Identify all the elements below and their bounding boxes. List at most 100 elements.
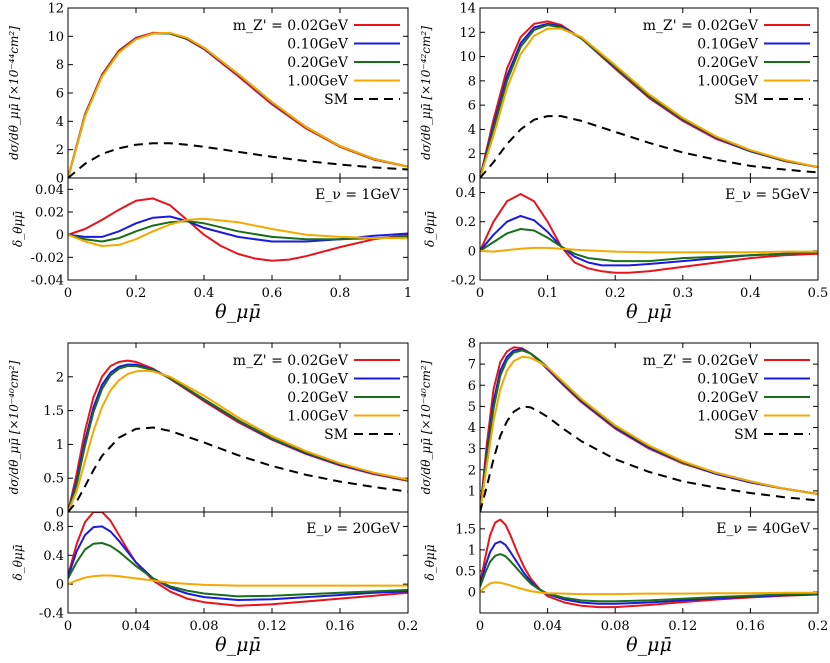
panel-3-legend-label: 0.10GeV [697,372,759,388]
panel-2-xlabel: θ_μμ̄ [215,634,261,656]
panel-0-legend-label: 0.10GeV [287,37,349,53]
p1-1-series-0_02GeV [480,193,818,274]
p0-0-series-0_20GeV [68,32,408,178]
p1-0-ytick-label: 6 [468,99,476,114]
p0-0-series-SM [68,142,408,178]
p0-0-ytick-label: 10 [47,30,64,45]
p3-0-ytick-label: 8 [468,337,476,352]
p2-0-ytick-label: 1 [56,438,64,453]
p1-1-frame [479,177,819,281]
panel-2-xtick-label: 0.12 [258,619,287,634]
p2-0-ytick-label: 2 [56,370,64,385]
panel-1-legend-label: 0.10GeV [697,37,759,53]
panel-3-legend-label: SM [734,427,758,443]
p2-1-series-group [68,512,408,607]
panel-0-legend: m_Z' = 0.02GeV 0.10GeV 0.20GeV 1.00GeV SM [233,18,400,108]
p3-0-series-SM [480,405,818,512]
panel-2-xtick-label: 0.2 [398,619,419,634]
p0-0-ytick-label: 4 [56,115,64,130]
panel-2-legend-label: 1.00GeV [287,409,349,425]
p2-1-ylabel: δ_θμμ̄ [11,544,25,580]
p2-1-series-0_10GeV [68,525,408,601]
p1-0-ytick-label: 12 [459,26,476,41]
p2-0-series-0_02GeV [68,359,408,512]
panel-3-legend-label: m_Z' = 0.02GeV [643,353,759,369]
panel-0-legend-label: 0.20GeV [287,55,349,71]
p3-0-ylabel: dσ/dθ_μμ̄ [×10⁻⁴⁰cm²] [419,360,433,494]
panel-1-xlabel: θ_μμ̄ [626,301,672,323]
panel-3-energy-label: E_ν = 40GeV [716,521,811,537]
p0-1-ylabel: δ_θμμ̄ [11,211,25,247]
p2-0-ytick-label: 0.5 [43,472,64,487]
p0-1-ytick-label: -0.04 [31,274,64,289]
p0-1-ytick-label: 0.04 [35,183,64,198]
p1-1-series-0_20GeV [480,228,818,263]
p2-0-ylabel: dσ/dθ_μμ̄ [×10⁻⁴⁰cm²] [7,360,21,494]
p0-0-series-0_02GeV [68,31,408,178]
panel-0-xtick-label: 0 [64,286,72,301]
p3-1-ytick-label: 1 [468,543,476,558]
p0-0-ytick-label: 2 [56,143,64,158]
panel-0-xtick-label: 0.4 [194,286,215,301]
p3-0-ytick-label: 2 [468,463,476,478]
panel-1-legend-label: SM [734,92,758,108]
panel-1-xtick-label: 0.5 [808,286,829,301]
panel-3-xtick-label: 0.16 [736,619,765,634]
p2-1-frame [67,511,409,614]
p2-0-series-1_00GeV [68,369,408,512]
p3-0-ytick-label: 6 [468,379,476,394]
p2-0-series-0_20GeV [68,365,408,512]
p1-0-ytick-label: 2 [468,147,476,162]
p1-0-ylabel: dσ/dθ_μμ̄ [×10⁻⁴²cm²] [419,26,433,160]
panel-3-xtick-label: 0.12 [668,619,697,634]
panel-0-xlabel: θ_μμ̄ [215,301,261,323]
p2-1-series-1_00GeV [68,574,408,587]
p0-1-series-group [68,197,408,262]
panel-2-legend: m_Z' = 0.02GeV 0.10GeV 0.20GeV 1.00GeV SM [233,353,400,443]
p1-1-series-1_00GeV [480,246,818,254]
panel-2-xtick-label: 0 [64,619,72,634]
p1-0-series-group [480,20,818,178]
p3-1-ytick-label: 0.5 [455,564,476,579]
p3-1-series-group [480,518,818,609]
panel-0-xtick-label: 0.6 [262,286,283,301]
p0-0-ytick-label: 6 [56,87,64,102]
p3-0-ytick-label: 1 [468,484,476,499]
panel-3-xtick-label: 0.08 [601,619,630,634]
p1-0-ytick-label: 0 [468,172,476,187]
panel-0-xtick-label: 0.8 [330,286,351,301]
p0-1-series-1_00GeV [68,217,408,247]
p3-0-series-1_00GeV [480,355,818,512]
panel-1-legend-label: 0.20GeV [697,55,759,71]
p3-1-ytick-label: 0 [468,585,476,600]
panel-0-energy-label: E_ν = 1GeV [315,187,401,203]
p1-0-ytick-label: 10 [459,50,476,65]
p3-0-series-group [480,346,818,512]
p1-0-ytick-label: 14 [459,2,476,17]
p2-0-series-SM [68,426,408,512]
p3-1-ytick-label: 1.5 [455,522,476,537]
p0-1-series-0_20GeV [68,220,408,243]
p1-1-series-group [480,193,818,274]
panel-1-legend-label: m_Z' = 0.02GeV [643,18,759,34]
p0-1-ytick-label: 0 [56,228,64,243]
p1-1-ytick-label: 0.4 [455,186,476,201]
p3-0-series-0_02GeV [480,346,818,512]
p0-0-series-1_00GeV [68,31,408,178]
panel-3: 1 2 3 4 5 6 7 8 dσ/dθ_μμ̄ [×10⁻⁴⁰cm²] 0 0.5 1 1.5 0 0.… [419,337,828,657]
p0-0-ytick-label: 12 [47,2,64,17]
panel-2-xtick-label: 0.08 [190,619,219,634]
p2-1-series-0_20GeV [68,542,408,598]
panel-3-legend-label: 1.00GeV [697,409,759,425]
panel-1-xtick-label: 0.1 [537,286,558,301]
p1-0-ytick-label: 4 [468,123,476,138]
panel-0-legend-label: 1.00GeV [287,74,349,90]
p0-0-series-0_10GeV [68,32,408,178]
p1-1-ylabel: δ_θμμ̄ [423,211,437,247]
panel-2-legend-label: 0.10GeV [287,372,349,388]
p3-0-ytick-label: 3 [468,442,476,457]
p3-0-series-0_20GeV [480,349,818,512]
